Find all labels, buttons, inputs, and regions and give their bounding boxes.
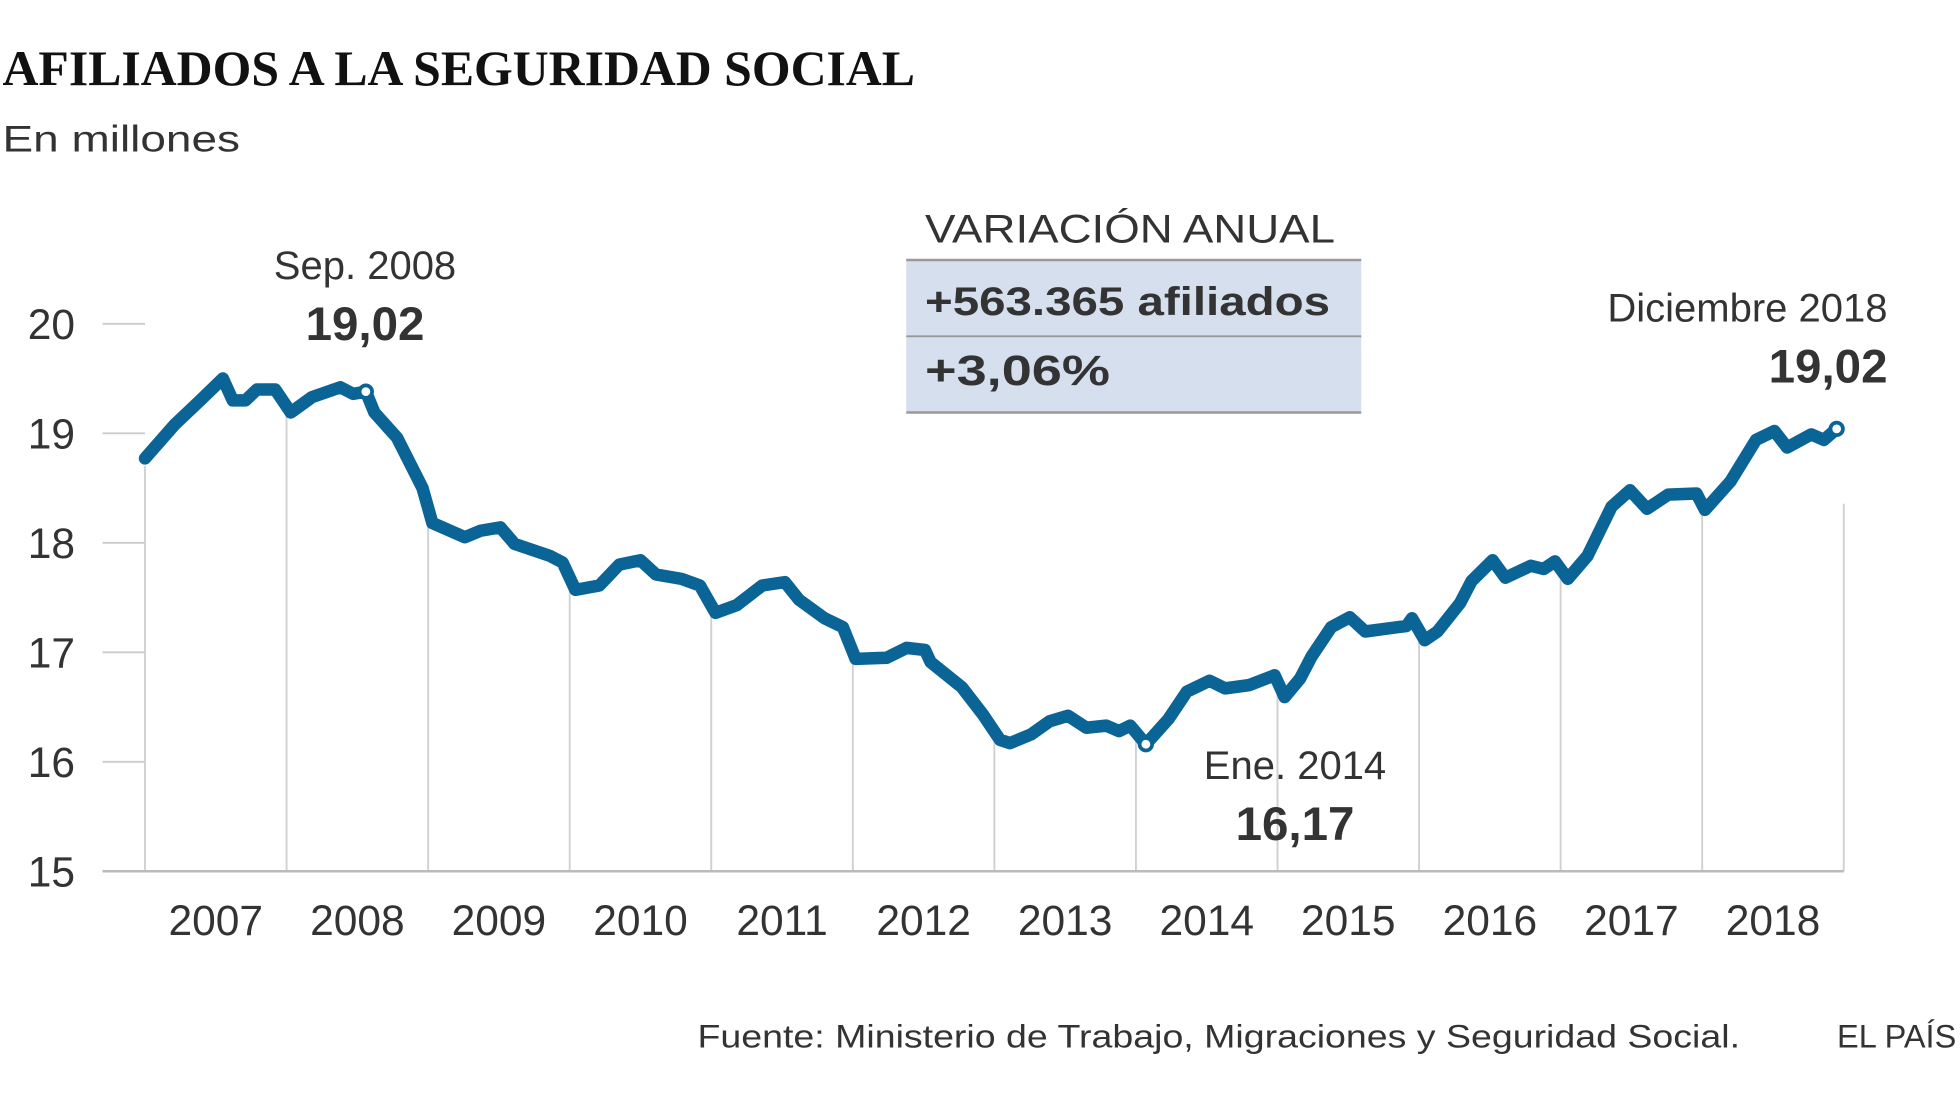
x-tick-label: 2012	[876, 898, 971, 945]
x-tick-label: 2016	[1443, 898, 1538, 945]
chart-subtitle: En millones	[3, 117, 241, 159]
y-tick-label: 17	[28, 630, 75, 677]
y-tick-label: 16	[28, 740, 75, 787]
x-tick-label: 2015	[1301, 898, 1396, 945]
variation-percent: +3,06%	[925, 348, 1110, 395]
annotation-sep-2008: Sep. 2008 19,02	[274, 244, 456, 351]
x-tick-label: 2017	[1584, 898, 1679, 945]
annotation-label: Diciembre 2018	[1607, 286, 1887, 330]
x-tick-label: 2011	[736, 898, 827, 945]
annotation-label: Ene. 2014	[1204, 744, 1386, 788]
y-tick-label: 15	[28, 849, 75, 896]
brand-logo: EL PAÍS	[1837, 1019, 1956, 1055]
y-axis: 15 16 17 18 19 20	[28, 302, 145, 896]
variation-header: VARIACIÓN ANUAL	[925, 207, 1335, 252]
series-line	[138, 372, 1843, 751]
x-tick-label: 2014	[1159, 898, 1254, 945]
gridlines	[144, 413, 1845, 872]
x-tick-label: 2008	[310, 898, 405, 945]
annotation-label: Sep. 2008	[274, 244, 456, 288]
x-tick-label: 2018	[1726, 898, 1821, 945]
annotation-value: 16,17	[1236, 798, 1355, 851]
y-tick-label: 20	[28, 302, 75, 349]
y-tick-label: 19	[28, 411, 75, 458]
x-tick-label: 2010	[593, 898, 688, 945]
y-tick-label: 18	[28, 521, 75, 568]
annotation-marker	[1137, 736, 1154, 753]
chart-title: AFILIADOS A LA SEGURIDAD SOCIAL	[3, 40, 916, 96]
annotation-marker	[1828, 420, 1845, 437]
annotation-marker	[357, 383, 374, 400]
source-note: Fuente: Ministerio de Trabajo, Migracion…	[698, 1019, 1741, 1055]
annotation-value: 19,02	[306, 298, 425, 351]
x-tick-label: 2009	[452, 898, 547, 945]
annotation-dic-2018: Diciembre 2018 19,02	[1607, 286, 1887, 393]
x-tick-label: 2013	[1018, 898, 1113, 945]
annotation-ene-2014: Ene. 2014 16,17	[1204, 744, 1386, 851]
x-tick-label: 2007	[169, 898, 264, 945]
variation-affiliates: +563.365 afiliados	[925, 280, 1330, 324]
variation-box: VARIACIÓN ANUAL +563.365 afiliados +3,06…	[906, 207, 1362, 414]
annotation-value: 19,02	[1769, 341, 1888, 394]
x-axis: 2007 2008 2009 2010 2011 2012 2013 2014 2015 2016…	[169, 898, 1821, 945]
